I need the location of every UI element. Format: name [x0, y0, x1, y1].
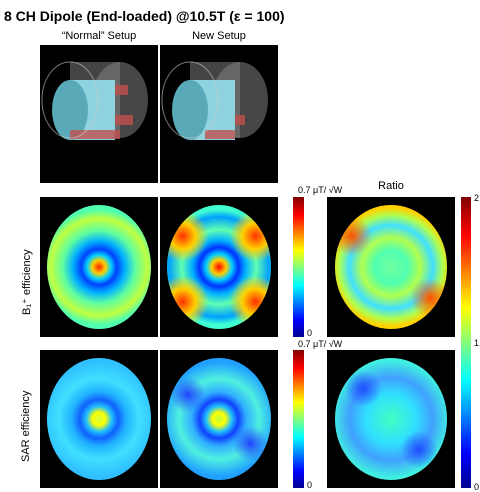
- colorbar-label: 0: [307, 480, 312, 490]
- colorbar-label: 0.7 μT/ √W: [298, 339, 342, 349]
- map-panel: [327, 350, 455, 488]
- column-header: “Normal” Setup: [40, 30, 158, 42]
- map-panel: [40, 350, 158, 488]
- colorbar: [461, 197, 471, 488]
- page: 8 CH Dipole (End-loaded) @10.5T (ε = 100…: [0, 0, 480, 488]
- colorbar-label: 0: [474, 482, 479, 492]
- colorbar-label: 1: [474, 338, 479, 348]
- map-panel: [327, 197, 455, 337]
- row-label: SAR efficiency: [20, 391, 32, 462]
- colorbar-label: 2: [474, 193, 479, 203]
- colorbar-label: 0: [307, 328, 312, 338]
- map-panel: [160, 197, 278, 337]
- column-header: Ratio: [332, 180, 450, 192]
- colorbar-label: 0.7 μT/ √W: [298, 185, 342, 195]
- colorbar: [293, 197, 304, 337]
- figure-title: 8 CH Dipole (End-loaded) @10.5T (ε = 100…: [4, 8, 285, 24]
- column-header: New Setup: [160, 30, 278, 42]
- colorbar: [293, 350, 304, 488]
- map-panel: [40, 197, 158, 337]
- setup-image: [40, 45, 158, 183]
- setup-image: [160, 45, 278, 183]
- map-panel: [160, 350, 278, 488]
- row-label: B₁⁺ efficiency: [20, 249, 33, 315]
